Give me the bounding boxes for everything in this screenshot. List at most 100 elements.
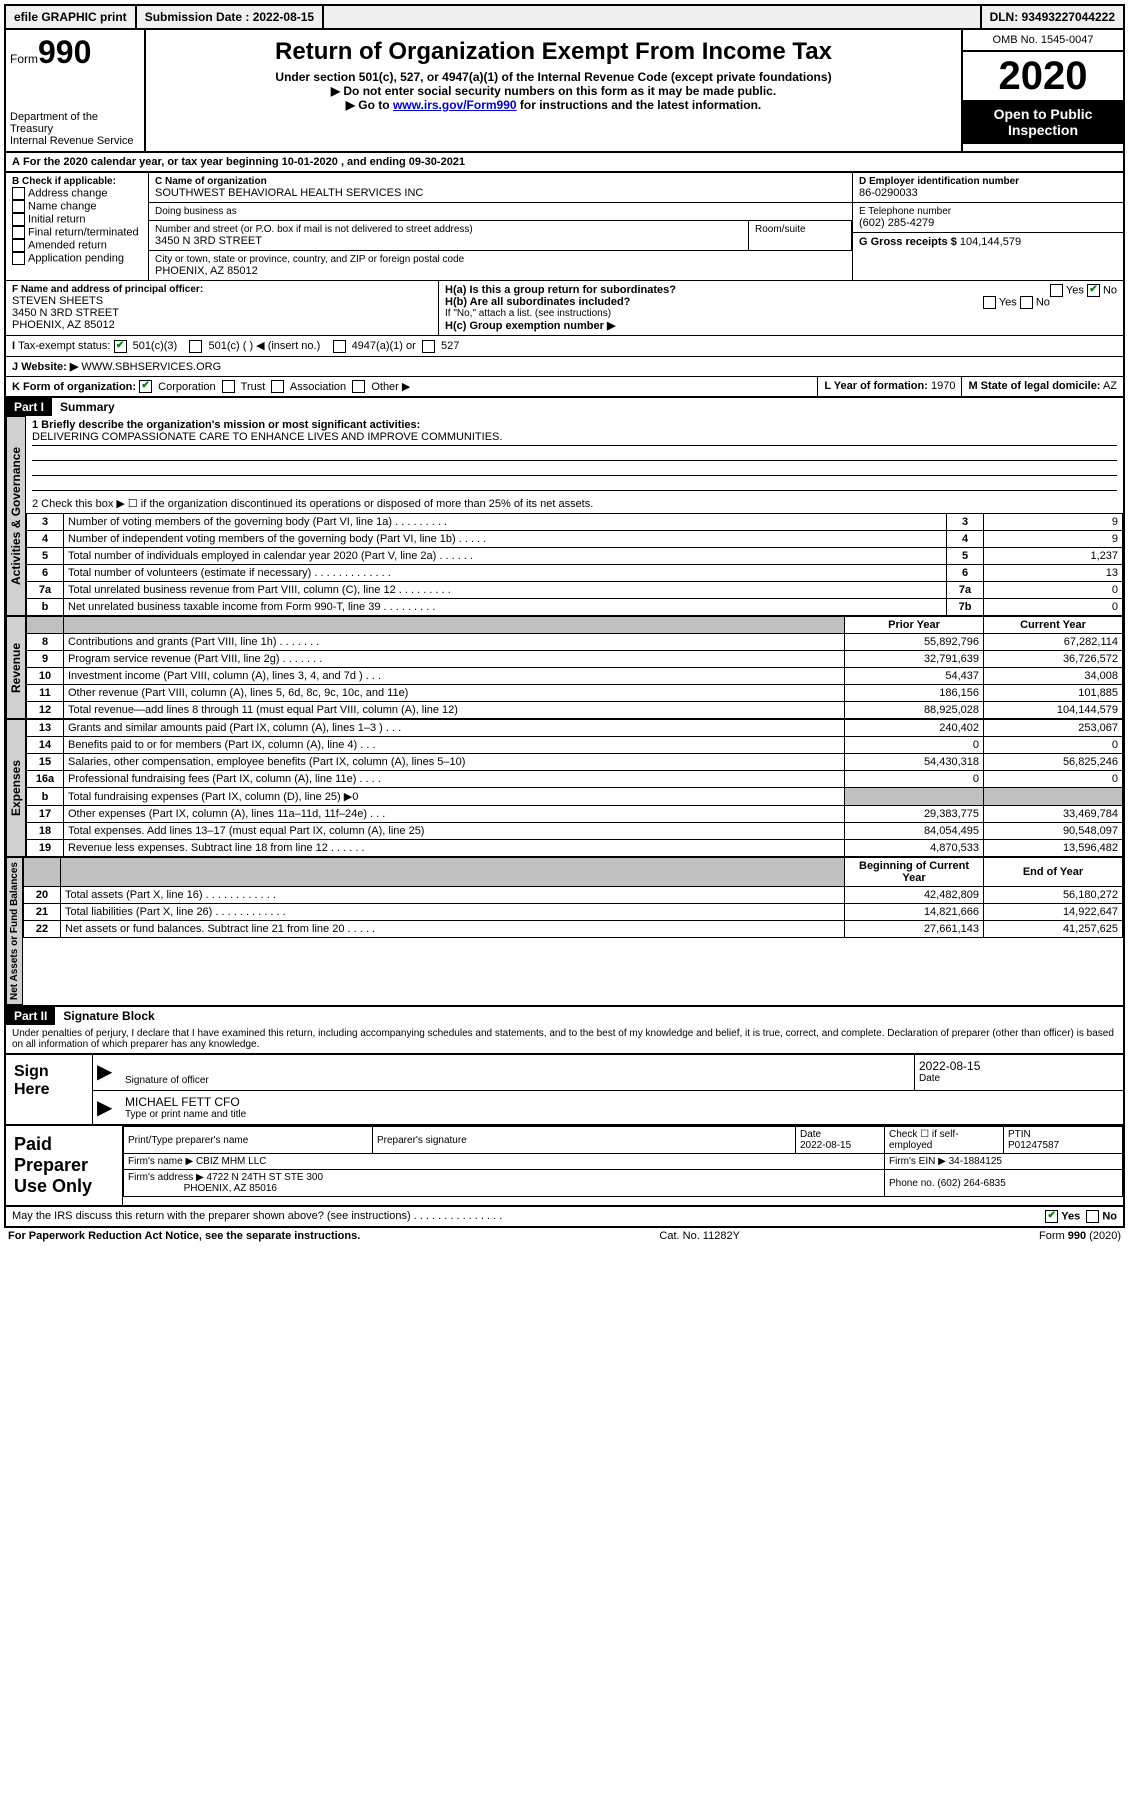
exp-table: 13Grants and similar amounts paid (Part … [26, 719, 1123, 857]
part1: Part ISummary Activities & Governance 1 … [4, 398, 1125, 1007]
note-goto-post: for instructions and the latest informat… [517, 98, 762, 112]
dept-treasury: Department of the Treasury Internal Reve… [10, 111, 140, 147]
b-item-0: Address change [28, 187, 108, 199]
hb-no[interactable] [1020, 296, 1033, 309]
gross-receipts: 104,144,579 [960, 236, 1021, 248]
footer-right: Form 990 (2020) [1039, 1230, 1121, 1242]
cb-501c[interactable] [189, 340, 202, 353]
sign-here-section: Sign Here ▶ Signature of officer 2022-08… [4, 1055, 1125, 1126]
self-emp: Check ☐ if self-employed [889, 1129, 959, 1151]
street-value: 3450 N 3RD STREET [155, 235, 742, 247]
street-label: Number and street (or P.O. box if mail i… [155, 224, 742, 235]
cb-other[interactable] [352, 380, 365, 393]
footer-mid: Cat. No. 11282Y [659, 1230, 740, 1242]
hc-label: H(c) Group exemption number ▶ [445, 320, 615, 332]
line-a-text: For the 2020 calendar year, or tax year … [23, 156, 465, 168]
footer-left: For Paperwork Reduction Act Notice, see … [8, 1230, 360, 1242]
discuss-yes[interactable] [1045, 1210, 1058, 1223]
b-item-5: Application pending [28, 252, 124, 264]
efile-label[interactable]: efile GRAPHIC print [6, 6, 137, 28]
part2-header: Part II [6, 1007, 55, 1025]
irs-link[interactable]: www.irs.gov/Form990 [393, 98, 517, 112]
cb-initial-return[interactable] [12, 213, 25, 226]
col-prior: Prior Year [845, 617, 984, 634]
cb-amended[interactable] [12, 239, 25, 252]
i-label: Tax-exempt status: [18, 340, 110, 352]
prep-sig-label: Preparer's signature [377, 1135, 467, 1146]
officer-typed: MICHAEL FETT CFO [125, 1095, 1119, 1109]
form-title: Return of Organization Exempt From Incom… [150, 38, 957, 66]
cb-501c3[interactable] [114, 340, 127, 353]
sig-date-label: Date [919, 1073, 1119, 1084]
cb-name-change[interactable] [12, 200, 25, 213]
sig-arrow-icon: ▶ [93, 1055, 121, 1090]
col-end: End of Year [984, 858, 1123, 887]
firm-ein-label: Firm's EIN ▶ [889, 1156, 946, 1167]
type-name-label: Type or print name and title [125, 1109, 1119, 1120]
c-name-label: C Name of organization [155, 176, 846, 187]
part2-title: Signature Block [55, 1009, 154, 1023]
b-item-2: Initial return [28, 213, 85, 225]
ptin: P01247587 [1008, 1140, 1059, 1151]
line1-label: 1 Briefly describe the organization's mi… [32, 419, 420, 431]
discuss-no[interactable] [1086, 1210, 1099, 1223]
mission-text: DELIVERING COMPASSIONATE CARE TO ENHANCE… [32, 431, 1117, 446]
rev-table: Prior YearCurrent Year 8Contributions an… [26, 616, 1123, 719]
cb-assoc[interactable] [271, 380, 284, 393]
phone: (602) 285-4279 [859, 217, 1117, 229]
paid-preparer-label: Paid Preparer Use Only [6, 1126, 123, 1205]
firm-addr1: 4722 N 24TH ST STE 300 [207, 1172, 324, 1183]
ha-label: H(a) Is this a group return for subordin… [445, 284, 676, 296]
prep-date-label: Date [800, 1129, 821, 1140]
j-label: Website: ▶ [21, 361, 78, 373]
part1-header: Part I [6, 398, 52, 416]
form-subtitle: Under section 501(c), 527, or 4947(a)(1)… [150, 70, 957, 84]
dln: DLN: 93493227044222 [980, 6, 1123, 28]
e-label: E Telephone number [859, 206, 1117, 217]
officer-city: PHOENIX, AZ 85012 [12, 319, 432, 331]
cb-application-pending[interactable] [12, 252, 25, 265]
g-label: G Gross receipts $ [859, 236, 957, 248]
box-c: C Name of organization SOUTHWEST BEHAVIO… [149, 173, 853, 280]
header-section: B Check if applicable: Address change Na… [4, 172, 1125, 398]
col-beg: Beginning of Current Year [845, 858, 984, 887]
tax-year: 2020 [963, 52, 1123, 100]
cb-final-return[interactable] [12, 226, 25, 239]
sig-arrow2-icon: ▶ [93, 1091, 121, 1124]
top-bar: efile GRAPHIC print Submission Date : 20… [4, 4, 1125, 30]
cb-corp[interactable] [139, 380, 152, 393]
open-inspection: Open to Public Inspection [963, 100, 1123, 144]
dba-label: Doing business as [155, 206, 846, 217]
tab-governance: Activities & Governance [6, 416, 26, 616]
submission-date: Submission Date : 2022-08-15 [137, 6, 324, 28]
gov-table: 3Number of voting members of the governi… [26, 513, 1123, 616]
hb-yes[interactable] [983, 296, 996, 309]
cb-address-change[interactable] [12, 187, 25, 200]
state-domicile: AZ [1103, 380, 1117, 392]
cb-trust[interactable] [222, 380, 235, 393]
cb-4947[interactable] [333, 340, 346, 353]
year-formation: 1970 [931, 380, 955, 392]
b-label: B Check if applicable: [12, 176, 142, 187]
sign-here-label: Sign Here [6, 1055, 93, 1124]
line-a: A For the 2020 calendar year, or tax yea… [4, 153, 1125, 172]
tab-expenses: Expenses [6, 719, 26, 857]
ptin-label: PTIN [1008, 1129, 1031, 1140]
firm-phone: (602) 264-6835 [937, 1178, 1005, 1189]
cb-527[interactable] [422, 340, 435, 353]
officer-street: 3450 N 3RD STREET [12, 307, 432, 319]
sig-date: 2022-08-15 [919, 1059, 1119, 1073]
note-ssn: ▶ Do not enter social security numbers o… [150, 84, 957, 98]
city-value: PHOENIX, AZ 85012 [155, 265, 846, 277]
ha-no[interactable] [1087, 284, 1100, 297]
hb-label: H(b) Are all subordinates included? [445, 296, 630, 308]
ha-yes[interactable] [1050, 284, 1063, 297]
b-item-4: Amended return [28, 239, 107, 251]
city-label: City or town, state or province, country… [155, 254, 846, 265]
l-label: L Year of formation: [824, 380, 928, 392]
firm-phone-label: Phone no. [889, 1178, 935, 1189]
officer-name: STEVEN SHEETS [12, 295, 432, 307]
omb-number: OMB No. 1545-0047 [963, 30, 1123, 52]
b-item-3: Final return/terminated [28, 226, 139, 238]
sig-officer-label: Signature of officer [125, 1075, 910, 1086]
